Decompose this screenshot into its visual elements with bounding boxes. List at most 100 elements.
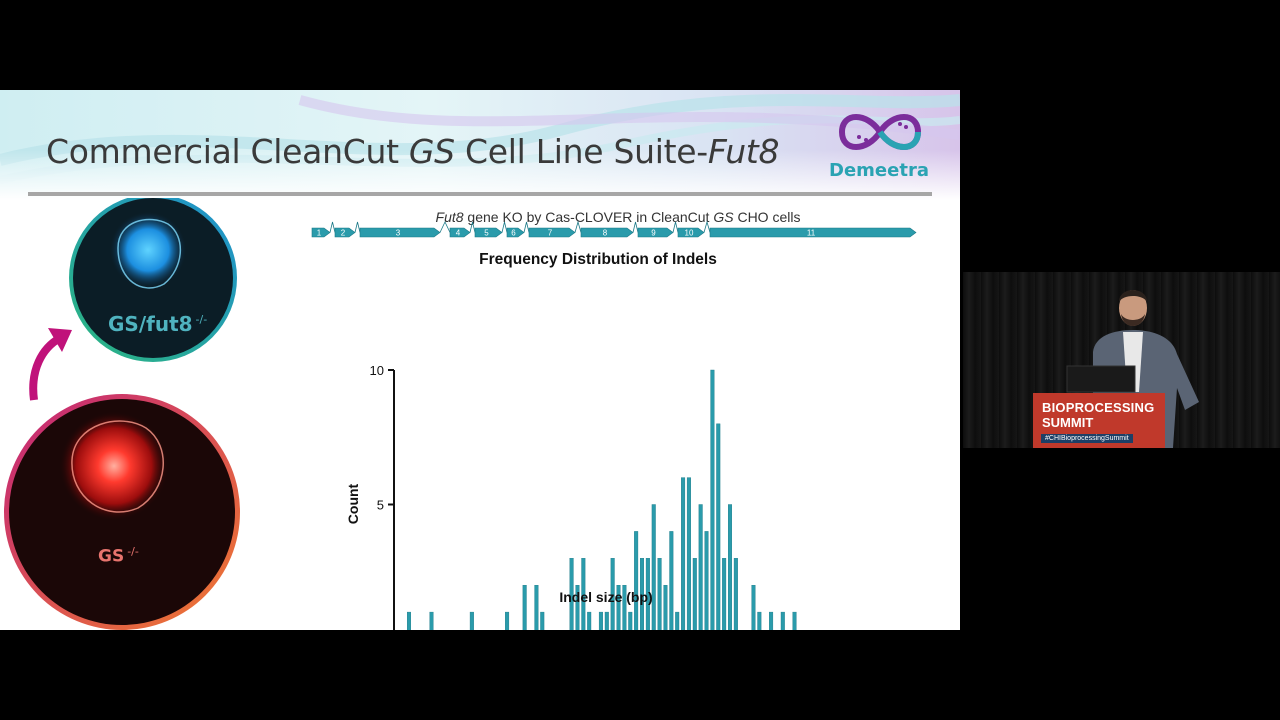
histogram-bar: [628, 611, 633, 630]
histogram-bar: [692, 558, 697, 630]
histogram-bar: [505, 611, 510, 630]
exon-5: [474, 227, 503, 238]
exon-7: [528, 227, 576, 238]
laptop: [1066, 365, 1136, 393]
histogram-bar: [728, 504, 733, 630]
exon-8: [580, 227, 634, 238]
histogram-bar: [792, 611, 797, 630]
histogram-bar: [722, 558, 727, 630]
knockout-cell-label: GS/fut8 -/-: [108, 312, 207, 336]
histogram-bar: [634, 531, 639, 630]
histogram-bar: [522, 585, 527, 630]
histogram-bar: [716, 423, 721, 630]
intron-line: [672, 221, 679, 233]
exon-9: [637, 227, 674, 238]
histogram-bar: [651, 504, 656, 630]
demeetra-logo: Demeetra: [822, 102, 942, 186]
exon-label: 4: [456, 229, 461, 238]
exon-1: [311, 227, 331, 238]
gs-cell-name: GS: [98, 546, 125, 567]
histogram-bar: [669, 531, 674, 630]
histogram-bar: [780, 611, 785, 630]
knockout-cell-superscript: -/-: [195, 313, 208, 327]
speaker-hair: [1119, 290, 1147, 302]
intron-line: [354, 221, 361, 233]
y-axis-label: Count: [345, 483, 361, 524]
histogram-bar: [429, 611, 434, 630]
exon-label: 10: [685, 229, 694, 238]
exon-label: 5: [484, 229, 489, 238]
gene-caption-italic-fut8: Fut8: [436, 209, 464, 225]
knockout-cell-icon: [69, 194, 237, 362]
histogram-bar: [640, 558, 645, 630]
histogram-bar: [657, 558, 662, 630]
gs-cell-superscript: -/-: [127, 545, 139, 558]
y-tick-label: 5: [377, 498, 384, 513]
chart-title: Frequency Distribution of Indels: [479, 251, 717, 268]
y-tick-label: 10: [370, 363, 384, 378]
indel-histogram-chart: Fut8 gene KO by Cas-CLOVER in CleanCut G…: [311, 209, 917, 630]
histogram-bar: [598, 611, 603, 630]
exon-label: 1: [317, 229, 322, 238]
title-mid: Cell Line Suite-: [454, 132, 708, 171]
gs-cell-label: GS -/-: [98, 545, 139, 567]
speaker-video: BIOPROCESSING SUMMIT #CHIBioprocessingSu…: [963, 272, 1280, 448]
histogram-bar: [406, 611, 411, 630]
exon-label: 11: [807, 229, 816, 238]
presentation-slide: Commercial CleanCut GS Cell Line Suite-F…: [0, 90, 960, 630]
gene-caption-italic-gs: GS: [713, 209, 734, 225]
exon-3: [359, 227, 441, 238]
infinity-logo-icon: [838, 114, 922, 150]
x-axis-label: Indel size (bp): [559, 589, 652, 605]
histogram-bar: [675, 611, 680, 630]
intron-line: [501, 221, 508, 233]
histogram-bar: [616, 585, 621, 630]
histogram-bar: [622, 585, 627, 630]
histogram-bar: [710, 369, 715, 630]
podium-sign: BIOPROCESSING SUMMIT #CHIBioprocessingSu…: [1033, 393, 1165, 448]
histogram-bar: [698, 504, 703, 630]
histogram-bar: [469, 611, 474, 630]
exon-label: 6: [511, 229, 516, 238]
intron-line: [632, 221, 639, 233]
exon-4: [449, 227, 471, 238]
intron-line: [703, 220, 711, 233]
histogram-bar: [610, 558, 615, 630]
podium-hashtag: #CHIBioprocessingSummit: [1041, 434, 1133, 443]
histogram-bar: [587, 611, 592, 630]
title-main: Commercial CleanCut: [46, 132, 409, 171]
slide-header-banner: [0, 90, 960, 200]
histogram-bar: [540, 611, 545, 630]
histogram-bar: [581, 558, 586, 630]
curved-arrow-icon: [29, 334, 63, 401]
exon-6: [506, 227, 525, 238]
speaker-head: [1119, 290, 1147, 326]
histogram-bar: [733, 558, 738, 630]
exon-label: 8: [603, 229, 608, 238]
plot-area: 0510-300-250-200-60-50-40-30-20-100: [370, 363, 797, 630]
arrow-head-icon: [48, 328, 72, 352]
intron-line: [469, 221, 476, 233]
histogram-bar: [757, 611, 762, 630]
histogram-bar: [769, 611, 774, 630]
histogram-bar: [569, 558, 574, 630]
title-italic-fut8: Fut8: [707, 132, 780, 171]
slide-title: Commercial CleanCut GS Cell Line Suite-F…: [46, 132, 779, 171]
gene-caption-post: CHO cells: [734, 209, 801, 225]
intron-line: [523, 221, 530, 233]
exon-label: 3: [396, 229, 401, 238]
histogram-bar: [604, 611, 609, 630]
gene-exon-map: 1 2 3 4 5 6 7 8 9 10 11: [311, 220, 917, 238]
histogram-bar: [704, 531, 709, 630]
intron-line: [574, 220, 582, 233]
exon-label: 7: [548, 229, 553, 238]
podium-line-2: SUMMIT: [1042, 415, 1094, 430]
podium-line-1: BIOPROCESSING: [1042, 400, 1155, 415]
intron-line: [329, 221, 336, 233]
histogram-bar: [534, 585, 539, 630]
speaker-beard: [1121, 314, 1145, 326]
cell-graphics: [4, 194, 240, 630]
histogram-bar: [575, 585, 580, 630]
histogram-bar: [663, 585, 668, 630]
exon-label: 2: [341, 229, 346, 238]
